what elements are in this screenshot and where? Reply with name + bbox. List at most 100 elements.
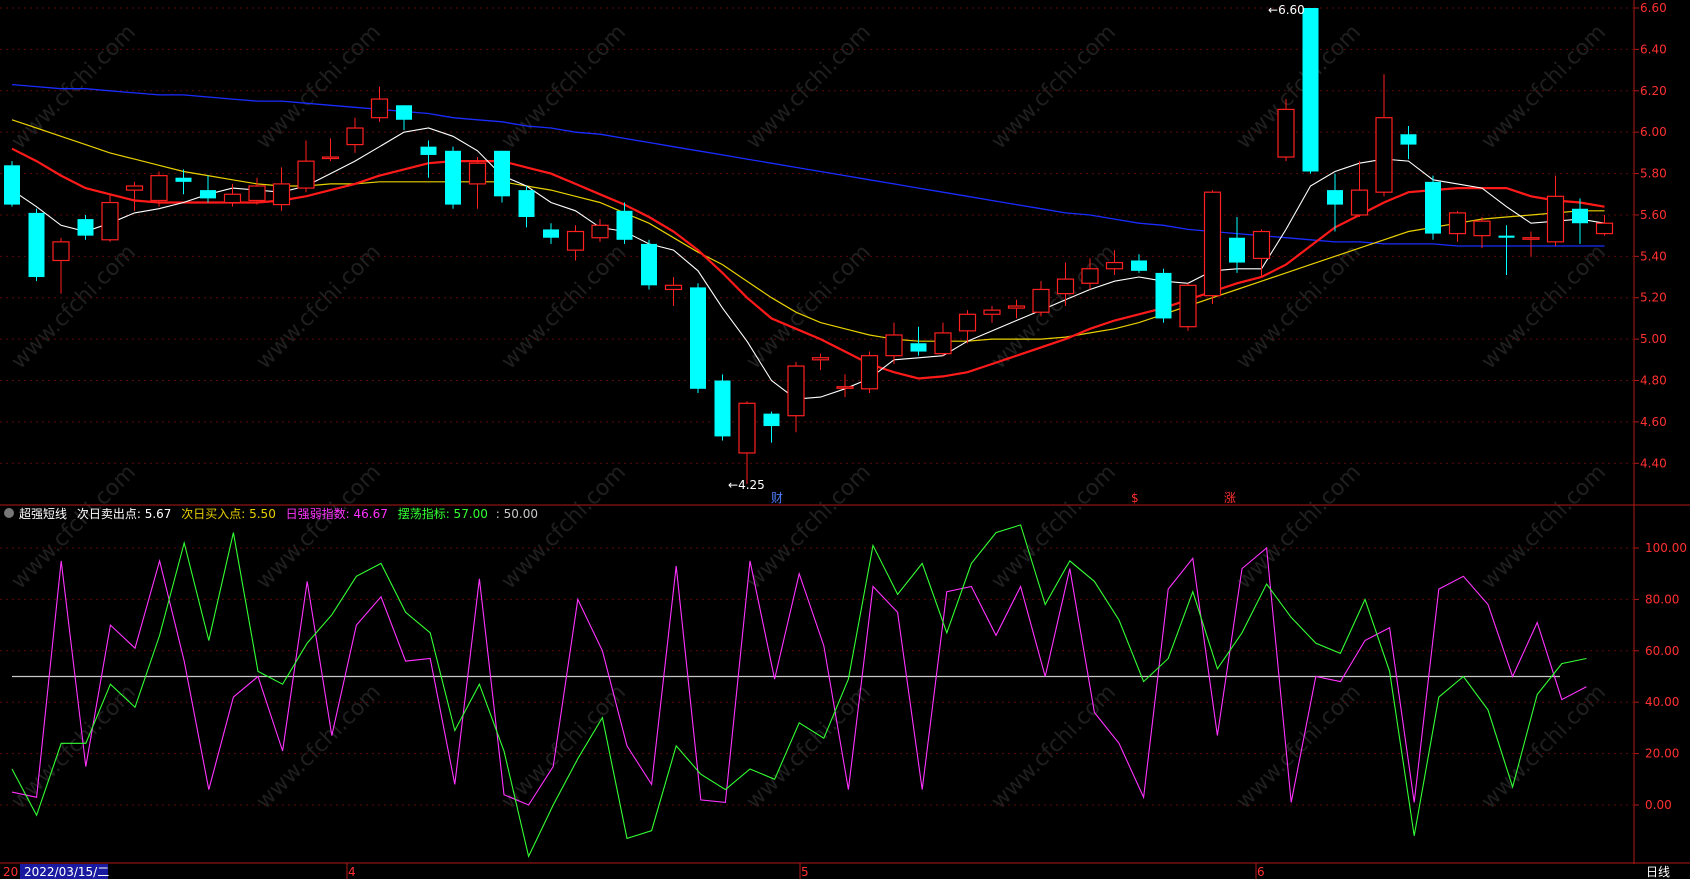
candle[interactable] [1277,99,1295,162]
candle[interactable] [1155,268,1172,323]
candle[interactable] [1229,217,1245,273]
candle[interactable] [664,277,683,307]
candle-body [934,332,952,355]
candle-body [1572,208,1588,224]
period-selector[interactable]: 日线 [1646,865,1670,879]
candle[interactable] [248,177,266,205]
candle[interactable] [1007,299,1026,319]
candle[interactable] [1448,210,1467,242]
candle[interactable] [1473,217,1491,249]
candle[interactable] [223,183,242,207]
candle[interactable] [1032,281,1050,317]
price-tick-label: 6.60 [1640,1,1667,15]
candle[interactable] [714,374,731,441]
watermark-text: www.cfchi.com [497,20,631,154]
candle[interactable] [1375,74,1393,197]
indicator-name[interactable]: 超强短线 [19,506,67,521]
candle[interactable] [1056,262,1075,307]
candle[interactable] [297,140,315,193]
candle[interactable] [150,171,168,207]
candle[interactable] [787,361,805,433]
candle[interactable] [101,194,119,242]
candle[interactable] [738,401,756,484]
candle[interactable] [1595,214,1614,236]
candle[interactable] [836,374,854,398]
candle[interactable] [811,353,830,371]
candle-body [616,210,633,240]
candle[interactable] [1350,161,1369,218]
candle[interactable] [396,105,412,131]
candle[interactable] [175,169,192,195]
candle[interactable] [125,181,144,211]
candle-body [763,413,780,427]
watermark-layer: www.cfchi.com www.cfchi.com www.cfchi.com w… [7,20,1611,814]
candle[interactable] [910,326,927,356]
candlestick-series[interactable] [4,8,1614,484]
candle[interactable] [983,306,1001,323]
candle[interactable] [543,223,559,244]
price-tick-label: 5.60 [1640,208,1667,222]
candle[interactable] [934,322,952,356]
candle[interactable] [1546,175,1565,246]
candle-body [494,150,510,197]
candle-body [420,146,437,155]
candle[interactable] [566,225,585,261]
candle[interactable] [1522,231,1540,257]
candle[interactable] [518,185,535,228]
candle[interactable] [52,237,70,294]
candle-body [1522,237,1540,240]
candle[interactable] [1302,8,1319,174]
candle[interactable] [1203,190,1222,304]
candle[interactable] [346,117,364,153]
sell-point-label: 次日卖出点: 5.67 [77,507,172,521]
watermark-text: www.cfchi.com [252,680,386,814]
candle-body [983,309,1001,315]
candle[interactable] [1105,250,1124,275]
candle-body [1546,195,1565,243]
candle[interactable] [1131,254,1147,273]
collapse-toggle-icon[interactable] [4,508,14,518]
candle[interactable] [468,157,487,209]
candle[interactable] [445,146,461,209]
finance-event-marker[interactable]: 财 [771,491,783,505]
dividend-event-marker[interactable]: $ [1131,491,1139,505]
watermark-text: www.cfchi.com [497,680,631,814]
candle[interactable] [1400,125,1417,160]
candle-body [1007,305,1026,309]
candle[interactable] [494,150,510,203]
candle[interactable] [616,202,633,244]
strength-index-label: 日强弱指数: 46.67 [286,506,388,521]
candle[interactable] [28,208,45,282]
candle[interactable] [370,86,389,122]
limit-up-event-marker[interactable]: 涨 [1224,490,1236,505]
candle[interactable] [4,161,20,207]
candle[interactable] [1252,229,1271,278]
candle[interactable] [860,351,879,393]
candle[interactable] [420,140,437,178]
candle[interactable] [1498,225,1515,275]
candle-body [811,357,830,361]
candle-body [1229,237,1245,263]
candle[interactable] [690,283,706,393]
candle[interactable] [200,175,216,203]
candle-body [52,241,70,262]
candle[interactable] [1179,283,1197,331]
candle[interactable] [1081,258,1099,290]
candle[interactable] [763,411,780,443]
candle[interactable] [1572,198,1588,244]
price-tick-label: 6.40 [1640,42,1667,56]
candle[interactable] [958,310,977,344]
candle[interactable] [885,322,903,364]
buy-point-label: 次日买入点: 5.50 [181,507,276,521]
month-label-5: 5 [801,865,809,879]
candle[interactable] [321,138,340,162]
candle[interactable] [272,167,291,211]
candle[interactable] [1425,175,1441,240]
candle[interactable] [641,239,657,290]
candle[interactable] [77,214,94,240]
candle[interactable] [1327,173,1343,232]
candle[interactable] [591,219,609,242]
left-year-label: 20 [3,865,18,879]
